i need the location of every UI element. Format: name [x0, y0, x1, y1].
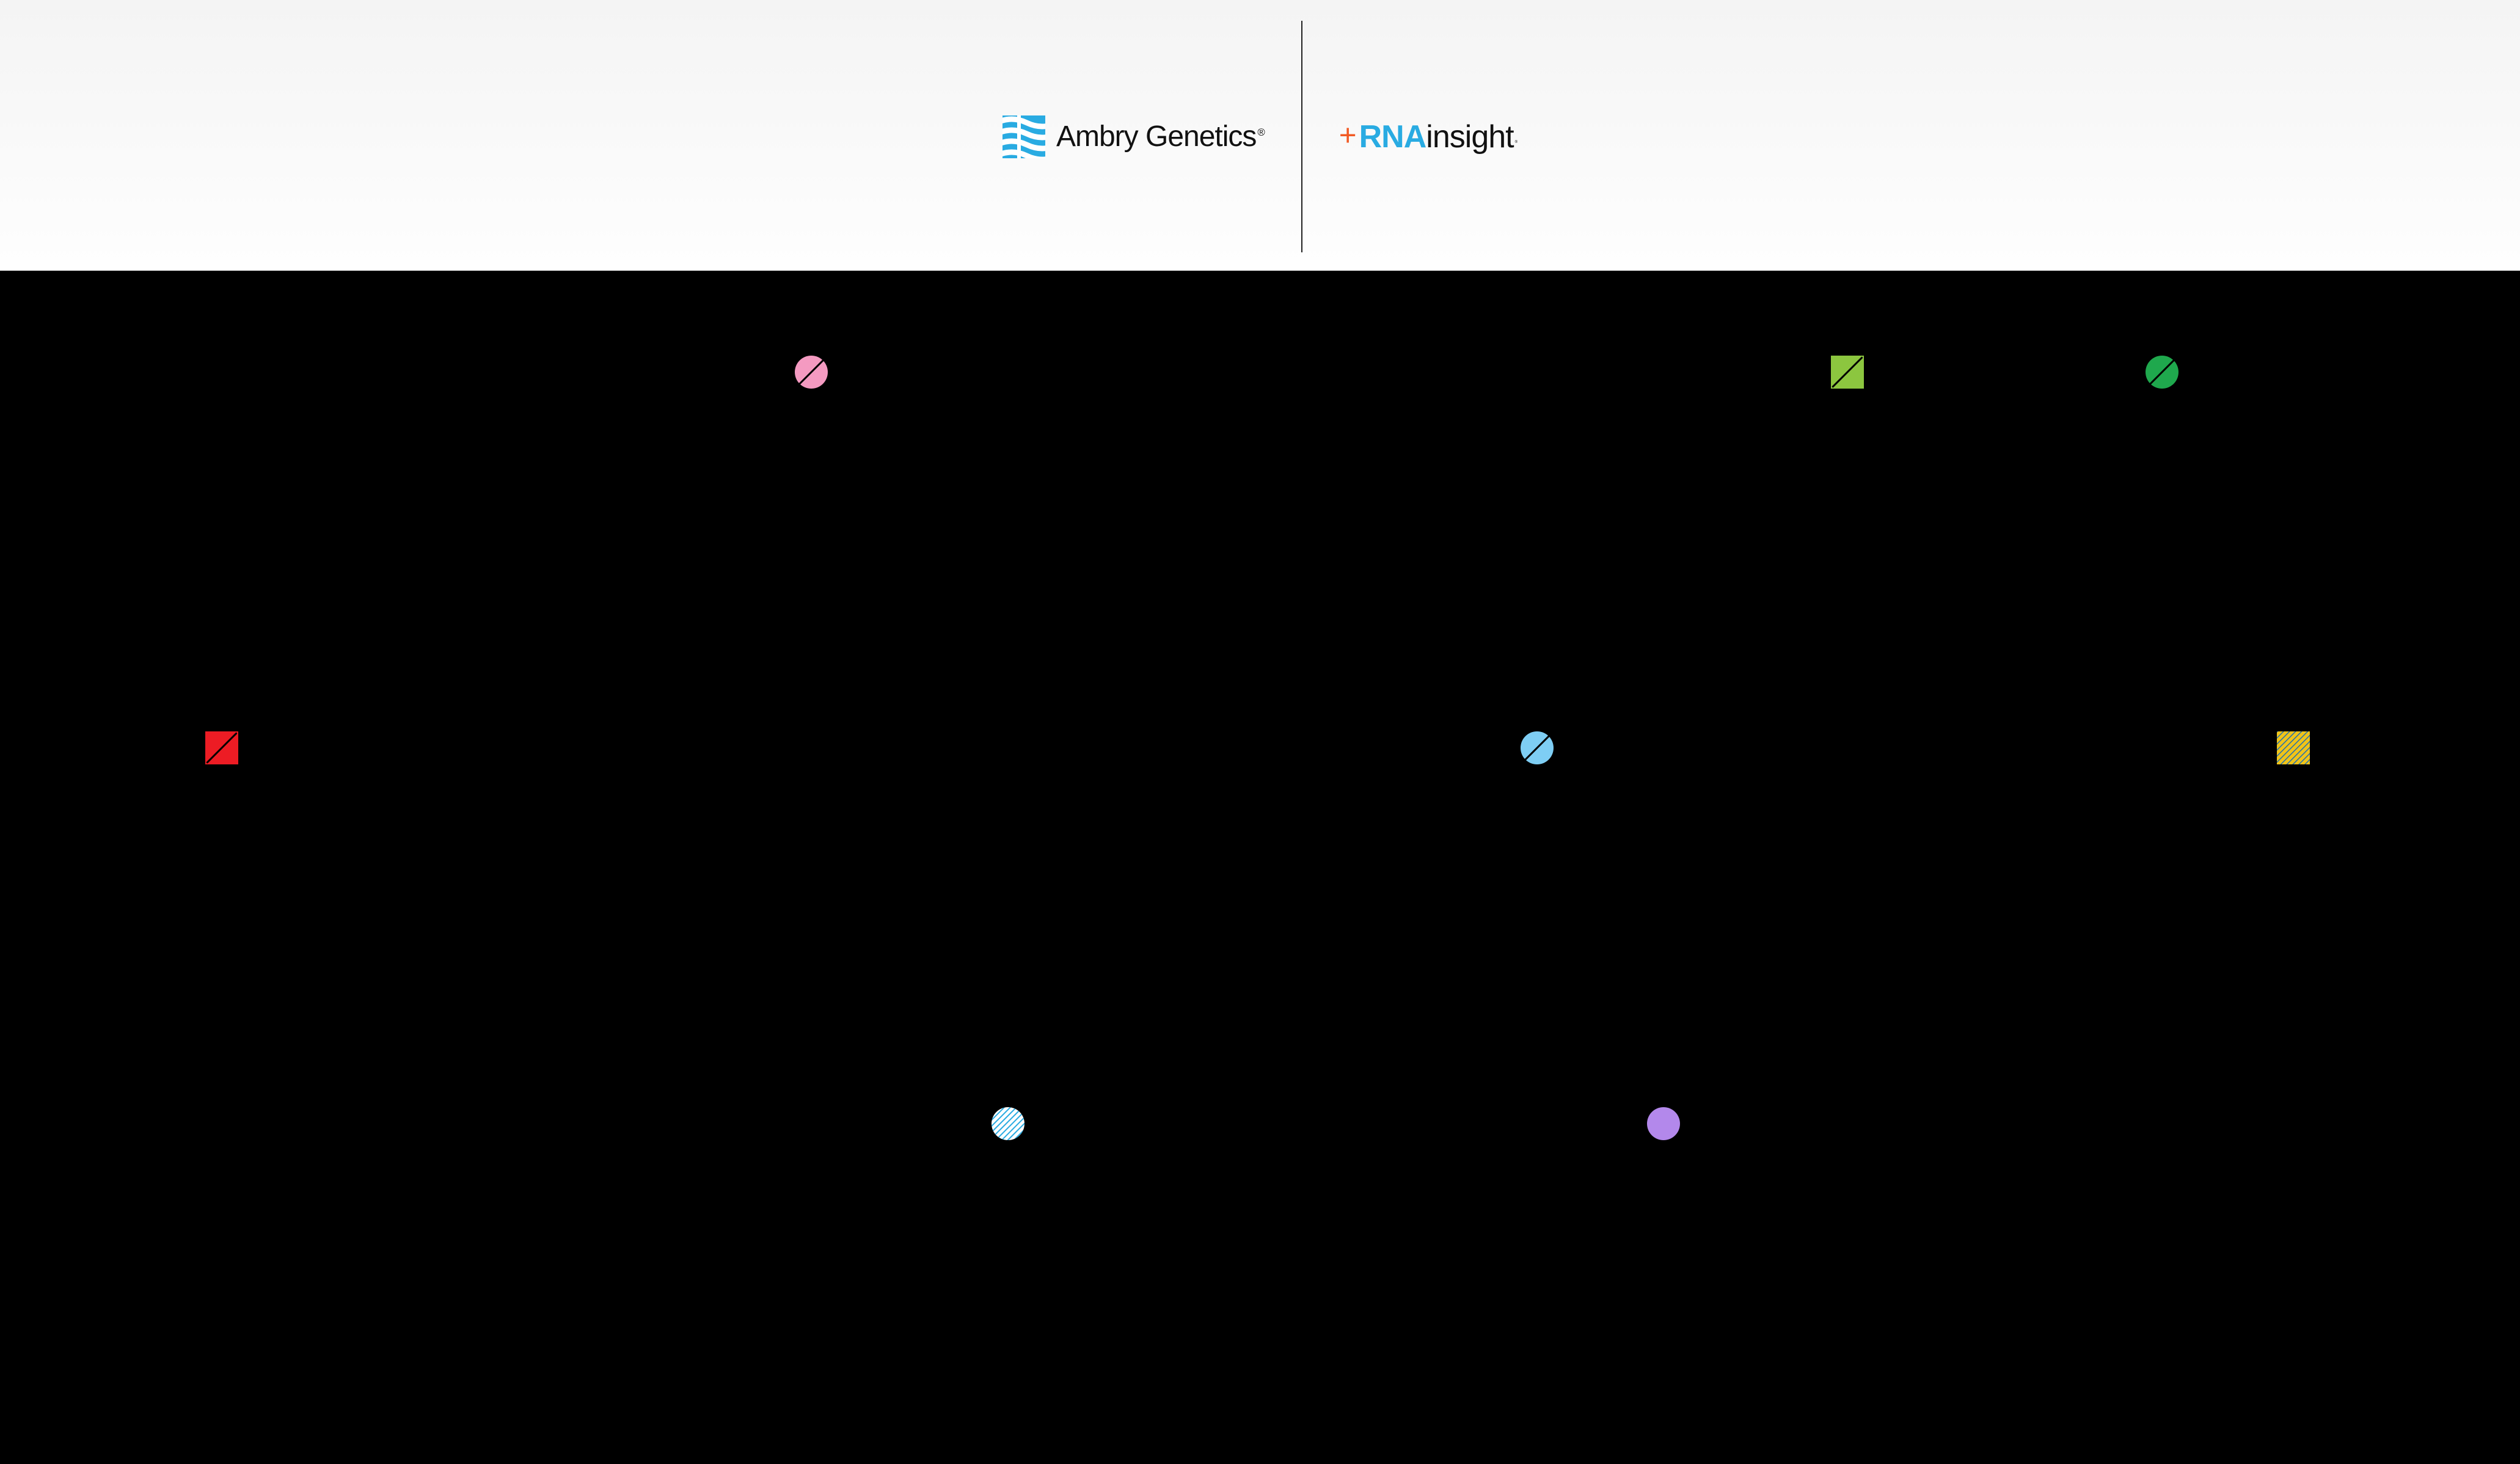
pedigree-node — [1521, 731, 1554, 764]
rnainsight-wordmark: RNAinsight® — [1359, 119, 1517, 155]
ambry-wordmark: Ambry Genetics® — [1056, 120, 1265, 153]
slash-icon — [1521, 732, 1553, 764]
rnainsight-logo: + RNAinsight® — [1339, 119, 1517, 155]
circle-icon — [795, 356, 828, 389]
registered-mark: ® — [1515, 141, 1517, 144]
square-icon — [2277, 731, 2310, 764]
pedigree-node — [1647, 1107, 1680, 1140]
pedigree-node — [1831, 356, 1864, 389]
slash-icon — [795, 356, 827, 388]
pedigree-node — [205, 731, 238, 764]
registered-mark: ® — [1257, 126, 1264, 138]
square-icon — [205, 731, 238, 764]
circle-icon — [2146, 356, 2179, 389]
slash-icon — [1832, 356, 1863, 388]
insight-text-label: insight — [1426, 119, 1513, 155]
ambry-logo: Ambry Genetics® — [1003, 115, 1265, 158]
header-divider — [1301, 21, 1302, 252]
ambry-mark-icon — [1003, 115, 1045, 158]
rna-text-label: RNA — [1359, 119, 1426, 155]
plus-icon: + — [1339, 120, 1357, 150]
ambry-text-label: Ambry Genetics — [1056, 120, 1256, 153]
square-icon — [1831, 356, 1864, 389]
diagram-stage — [0, 271, 2520, 1464]
circle-icon — [992, 1107, 1024, 1140]
header: Ambry Genetics® + RNAinsight® — [0, 0, 2520, 271]
pedigree-node — [795, 356, 828, 389]
pedigree-node — [2146, 356, 2179, 389]
pedigree-node — [992, 1107, 1024, 1140]
slash-icon — [206, 732, 238, 764]
slash-icon — [2146, 356, 2178, 388]
circle-icon — [1647, 1107, 1680, 1140]
circle-icon — [1521, 731, 1554, 764]
pedigree-node — [2277, 731, 2310, 764]
